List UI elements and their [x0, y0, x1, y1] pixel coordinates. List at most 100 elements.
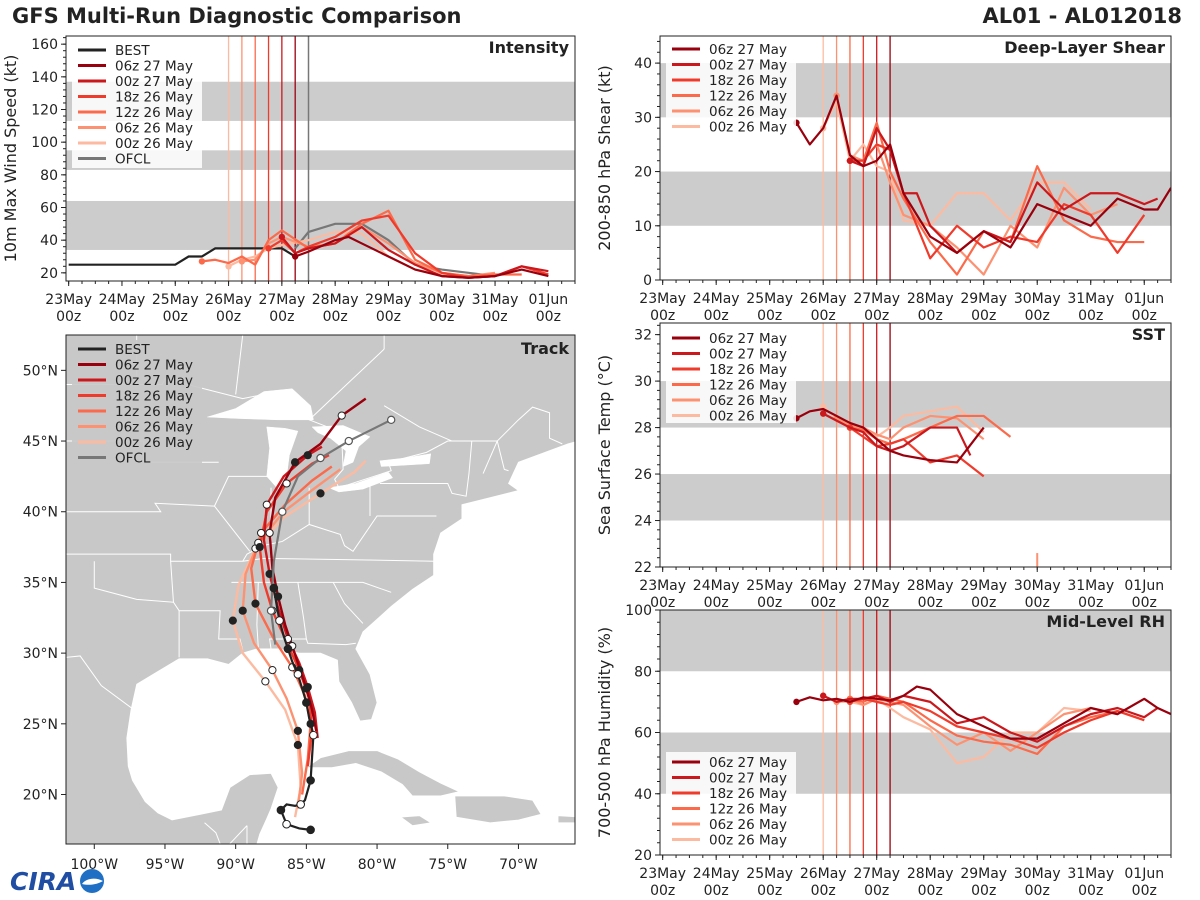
legend-label: 18z 26 May — [709, 786, 787, 802]
y-tick-label: 40 — [40, 233, 58, 249]
x-tick-label: 27May — [258, 292, 305, 308]
y-tick-label: 120 — [31, 103, 58, 119]
x-tick-label: 00z — [864, 883, 889, 899]
border-line — [214, 505, 251, 552]
cira-logo: CIRA — [10, 867, 104, 896]
track-point — [337, 411, 346, 420]
best-point — [282, 819, 291, 829]
legend-label: 06z 26 May — [115, 121, 193, 137]
y-tick-label: 60 — [40, 201, 58, 217]
series-line — [849, 143, 1146, 260]
series-line — [849, 697, 1145, 749]
y-tick-label: 40 — [634, 787, 652, 803]
panel-title: Track — [521, 339, 569, 358]
x-tick-label: 00z — [704, 883, 729, 899]
x-tick-label: 28May — [312, 292, 359, 308]
x-tick-label: 27May — [853, 578, 900, 594]
series-line — [836, 414, 985, 441]
legend-label: 18z 26 May — [709, 362, 787, 378]
y-tick-label: 160 — [31, 37, 58, 53]
best-point — [269, 583, 279, 593]
x-tick-label: 24May — [693, 578, 740, 594]
legend-label: OFCL — [115, 152, 151, 168]
x-tick-label: 23May — [639, 866, 686, 882]
y-axis-label: 700-500 hPa Humidity (%) — [595, 627, 614, 838]
y-tick-label: 80 — [634, 664, 652, 680]
lat-label: 30°N — [23, 646, 58, 662]
y-tick-label: 60 — [634, 726, 652, 742]
x-tick-label: 27May — [853, 866, 900, 882]
track-point — [262, 500, 271, 509]
x-tick-label: 26May — [800, 291, 847, 307]
x-tick-label: 00z — [376, 309, 401, 325]
x-tick-label: 00z — [650, 308, 675, 324]
legend-label: 06z 27 May — [115, 358, 193, 374]
map-frame — [65, 334, 576, 845]
page-title: GFS Multi-Run Diagnostic Comparison — [12, 4, 462, 28]
x-tick-label: 00z — [1132, 308, 1157, 324]
series-start-dot — [265, 245, 272, 252]
panel-mid-level-rh: 2040608010023May00z24May00z25May00z26May… — [595, 603, 1172, 899]
best-point — [309, 730, 318, 740]
series-line — [796, 685, 1171, 740]
x-tick-label: 00z — [269, 309, 294, 325]
border-line — [173, 601, 244, 651]
x-tick-label: 00z — [1078, 883, 1103, 899]
x-tick-label: 00z — [650, 883, 675, 899]
legend-label: 12z 26 May — [709, 89, 787, 105]
y-tick-label: 10 — [634, 219, 652, 235]
best-point — [302, 698, 311, 707]
series-start-dot — [278, 233, 286, 241]
legend-label: 00z 26 May — [115, 435, 193, 451]
x-tick-label: 23May — [45, 292, 92, 308]
y-tick-label: 28 — [634, 421, 652, 437]
lon-label: 85°W — [287, 857, 326, 873]
legend-label: 06z 27 May — [709, 42, 787, 58]
x-tick-label: 00z — [482, 309, 507, 325]
x-tick-label: 00z — [918, 595, 943, 611]
x-tick-label: 01Jun — [1124, 291, 1164, 307]
x-tick-label: 00z — [1025, 595, 1050, 611]
y-tick-label: 40 — [634, 56, 652, 72]
forecast-track — [241, 468, 342, 809]
great-lake — [328, 471, 394, 493]
legend-label: 00z 27 May — [709, 347, 787, 363]
legend-label: 18z 26 May — [115, 90, 193, 106]
track-point — [293, 740, 302, 750]
x-tick-label: 27May — [853, 291, 900, 307]
x-tick-label: 25May — [746, 866, 793, 882]
y-tick-label: 26 — [634, 467, 652, 483]
hispaniola-land — [454, 795, 542, 824]
panel-title: SST — [1132, 325, 1165, 344]
x-tick-label: 24May — [693, 291, 740, 307]
y-tick-label: 100 — [625, 603, 652, 619]
x-tick-label: 00z — [536, 309, 561, 325]
x-tick-label: 00z — [918, 883, 943, 899]
lat-label: 25°N — [23, 717, 58, 733]
y-tick-label: 30 — [634, 110, 652, 126]
x-tick-label: 31May — [472, 292, 519, 308]
border-line — [332, 582, 364, 624]
track-point — [268, 665, 277, 675]
lon-label: 95°W — [146, 857, 185, 873]
lon-label: 80°W — [358, 857, 397, 873]
x-tick-label: 26May — [800, 866, 847, 882]
best-point — [306, 776, 315, 785]
best-point — [296, 800, 306, 809]
x-tick-label: 26May — [205, 292, 252, 308]
series-start-dot — [238, 258, 246, 265]
forecast-track — [250, 465, 333, 795]
lon-label: 90°W — [216, 857, 255, 873]
x-tick-label: 00z — [1078, 595, 1103, 611]
x-tick-label: 23May — [639, 291, 686, 307]
track-point — [293, 726, 302, 735]
plot-frame — [65, 35, 576, 282]
legend-box — [666, 752, 796, 850]
x-tick-label: 00z — [1132, 595, 1157, 611]
lon-label: 75°W — [428, 857, 467, 873]
x-tick-label: 01Jun — [1124, 866, 1164, 882]
border-line — [305, 638, 356, 646]
border-line — [256, 582, 259, 648]
legend-label: OFCL — [115, 451, 151, 467]
